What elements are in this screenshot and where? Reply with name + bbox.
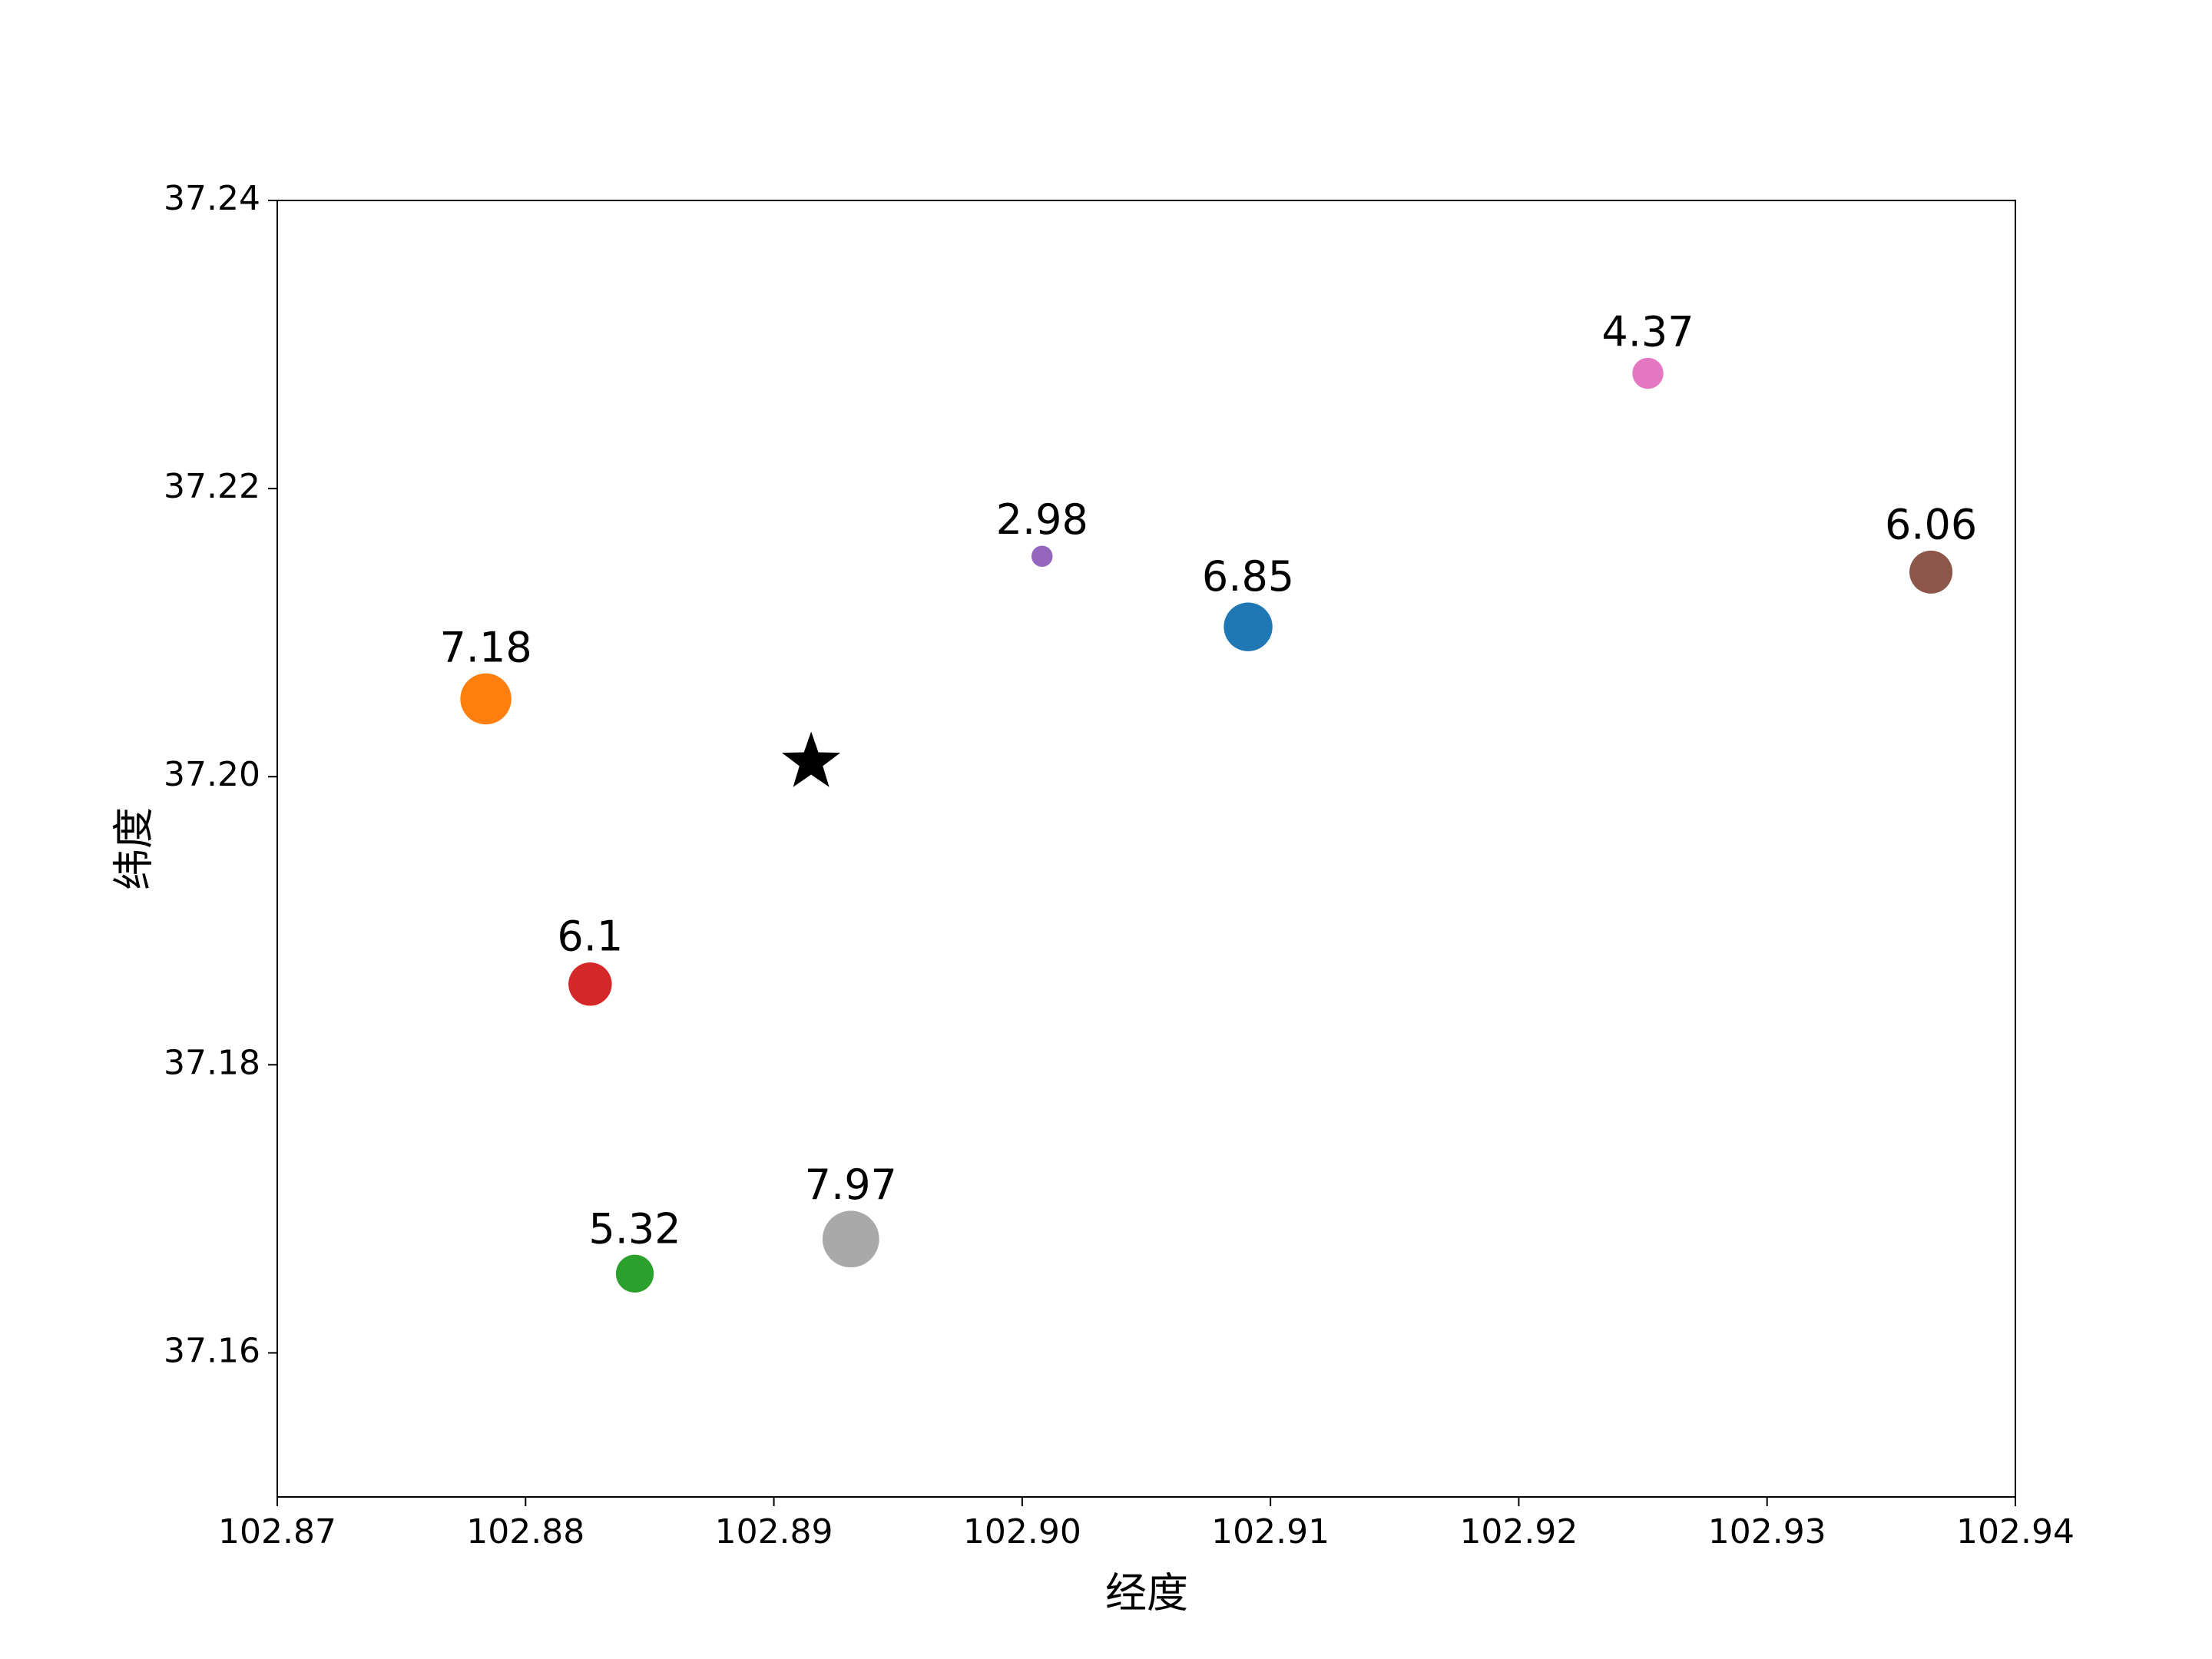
plot-area-frame bbox=[276, 200, 2016, 1498]
y-tick-label: 37.16 bbox=[164, 1331, 260, 1370]
data-point bbox=[1909, 550, 1953, 594]
x-tick-label: 102.93 bbox=[1708, 1512, 1826, 1551]
data-label: 5.32 bbox=[588, 1204, 680, 1253]
x-axis-title: 经度 bbox=[1105, 1569, 1188, 1618]
data-point bbox=[822, 1210, 879, 1268]
data-label: 4.37 bbox=[1601, 307, 1694, 356]
data-point bbox=[1224, 602, 1273, 651]
data-labels: 6.85 7.18 5.32 6.1 2.98 6.06 4.37 7.97 bbox=[439, 307, 1977, 1253]
y-tick-label: 37.20 bbox=[164, 755, 260, 794]
x-tick-label: 102.89 bbox=[715, 1512, 833, 1551]
y-axis: 37.16 37.18 37.20 37.22 37.24 bbox=[164, 179, 277, 1370]
star-marker-icon bbox=[782, 731, 841, 787]
data-label: 2.98 bbox=[996, 495, 1088, 544]
x-tick-label: 102.90 bbox=[963, 1512, 1081, 1551]
data-points bbox=[460, 357, 1953, 1293]
x-tick-label: 102.92 bbox=[1459, 1512, 1578, 1551]
x-tick-label: 102.87 bbox=[218, 1512, 336, 1551]
x-tick-label: 102.91 bbox=[1211, 1512, 1330, 1551]
data-label: 7.18 bbox=[439, 623, 531, 671]
x-axis: 102.87 102.88 102.89 102.90 102.91 102.92 102.… bbox=[218, 1497, 2075, 1551]
x-tick-label: 102.88 bbox=[466, 1512, 584, 1551]
data-point bbox=[1031, 545, 1053, 568]
data-point bbox=[460, 673, 512, 725]
data-label: 7.97 bbox=[805, 1161, 897, 1209]
y-axis-title: 纬度 bbox=[110, 807, 158, 890]
y-tick-label: 37.24 bbox=[164, 179, 260, 218]
data-label: 6.85 bbox=[1202, 552, 1294, 601]
data-label: 6.06 bbox=[1885, 500, 1977, 548]
data-point bbox=[568, 962, 612, 1006]
x-tick-label: 102.94 bbox=[1956, 1512, 2075, 1551]
data-label: 6.1 bbox=[557, 912, 623, 961]
data-point bbox=[1632, 357, 1664, 389]
y-tick-label: 37.22 bbox=[164, 467, 260, 506]
y-tick-label: 37.18 bbox=[164, 1043, 260, 1082]
data-point bbox=[615, 1254, 654, 1293]
